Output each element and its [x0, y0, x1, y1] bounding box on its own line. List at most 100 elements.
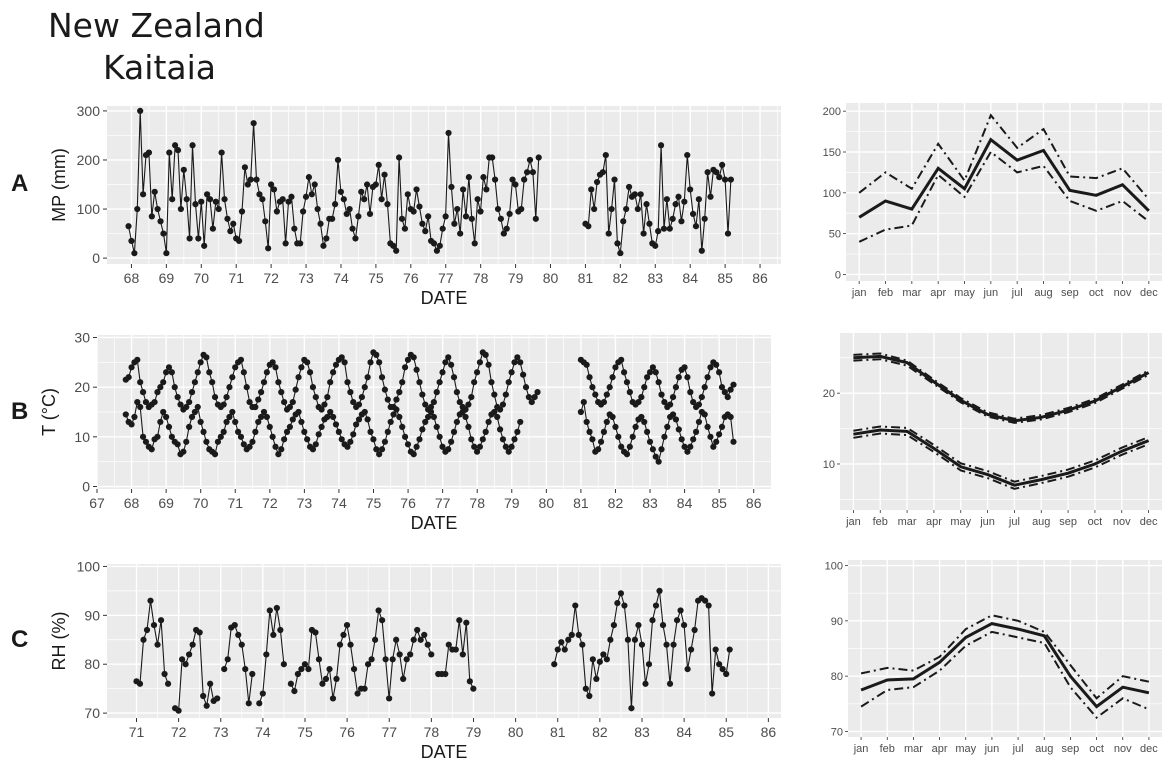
- data-point: [726, 646, 733, 653]
- data-point: [450, 374, 458, 381]
- data-point: [246, 398, 253, 406]
- data-point: [147, 597, 154, 604]
- data-point: [715, 431, 723, 438]
- data-point: [255, 418, 262, 426]
- data-point: [258, 389, 265, 396]
- data-point: [186, 398, 193, 406]
- data-point: [319, 680, 326, 687]
- data-point: [410, 451, 417, 458]
- series-panel-c: 71 72 73 74 75 76 77 78 79 80 81 82 83 84 85 86 70 80 90 10…: [49, 558, 781, 762]
- plot-background: [107, 106, 781, 264]
- data-point: [497, 215, 505, 222]
- data-point: [592, 391, 599, 398]
- x-axis-label: DATE: [421, 288, 468, 308]
- x-tick-label: 85: [718, 724, 734, 740]
- data-point: [324, 413, 331, 421]
- data-point: [561, 646, 568, 653]
- y-tick-label: 10: [74, 429, 90, 445]
- data-point: [238, 641, 245, 648]
- data-point: [634, 205, 641, 213]
- month-tick-label: oct: [1088, 516, 1103, 528]
- data-point: [707, 364, 714, 371]
- data-point: [150, 622, 158, 629]
- data-point: [398, 215, 406, 222]
- month-tick-label: nov: [1114, 287, 1132, 299]
- data-point: [718, 423, 726, 431]
- data-point: [589, 656, 596, 663]
- data-point: [188, 389, 196, 396]
- data-point: [661, 433, 668, 440]
- data-point: [358, 188, 365, 195]
- month-tick-label: apr: [932, 743, 948, 755]
- data-point: [471, 240, 478, 247]
- data-point: [256, 700, 263, 707]
- month-tick-label: nov: [1114, 743, 1132, 755]
- data-point: [691, 626, 698, 634]
- monthly-series-dashdot-3: [860, 630, 1150, 719]
- data-point: [485, 361, 492, 368]
- x-tick-label: 69: [159, 270, 175, 286]
- data-point: [203, 438, 210, 445]
- data-point: [643, 201, 650, 208]
- data-point: [327, 379, 334, 386]
- data-point: [666, 225, 673, 232]
- month-tick-label: apr: [930, 287, 946, 299]
- data-point: [183, 403, 190, 411]
- month-tick-label: mar: [902, 287, 921, 299]
- x-tick-label: 75: [366, 495, 382, 511]
- data-point: [439, 225, 446, 232]
- data-point: [471, 379, 478, 386]
- data-point: [346, 205, 353, 213]
- data-point: [237, 356, 245, 363]
- data-point: [433, 247, 441, 254]
- data-point: [442, 213, 449, 220]
- data-point: [681, 443, 688, 450]
- data-point: [168, 433, 175, 440]
- data-point: [378, 374, 386, 381]
- y-tick-label: 200: [823, 106, 841, 118]
- y-tick-label: 30: [74, 329, 90, 345]
- data-point: [294, 670, 302, 678]
- data-point: [579, 641, 586, 648]
- x-tick-label: 73: [213, 724, 229, 740]
- data-point: [637, 191, 644, 198]
- data-point: [186, 423, 193, 431]
- title-station: Kaitaia: [103, 48, 217, 87]
- data-point: [430, 413, 437, 421]
- data-point: [602, 151, 609, 159]
- data-point: [305, 174, 313, 181]
- data-point: [603, 391, 610, 398]
- data-point: [142, 438, 150, 445]
- data-point: [125, 223, 132, 230]
- data-point: [655, 379, 662, 386]
- month-tick-label: may: [955, 743, 976, 755]
- data-point: [644, 374, 651, 381]
- data-point: [439, 369, 446, 376]
- data-point: [641, 384, 648, 391]
- data-point: [151, 188, 158, 195]
- data-point: [661, 398, 668, 406]
- data-point: [329, 413, 337, 421]
- data-point: [401, 225, 409, 232]
- month-tick-label: jun: [984, 743, 1000, 755]
- x-tick-label: 72: [263, 270, 279, 286]
- x-axis-label: DATE: [421, 742, 468, 762]
- data-point: [163, 413, 170, 421]
- data-point: [229, 374, 236, 381]
- data-point: [298, 666, 305, 673]
- data-point: [381, 386, 389, 393]
- data-point: [635, 622, 642, 629]
- data-point: [288, 193, 295, 200]
- data-point: [200, 428, 207, 435]
- x-tick-label: 84: [682, 270, 698, 286]
- data-point: [476, 359, 484, 366]
- data-point: [419, 426, 426, 433]
- data-point: [419, 391, 426, 398]
- monthly-series-dashdot-2: [858, 113, 1150, 200]
- data-point: [312, 629, 319, 636]
- data-point: [286, 403, 294, 411]
- data-point: [322, 675, 330, 682]
- data-point: [596, 658, 603, 665]
- data-point: [154, 433, 161, 440]
- data-point: [145, 149, 153, 156]
